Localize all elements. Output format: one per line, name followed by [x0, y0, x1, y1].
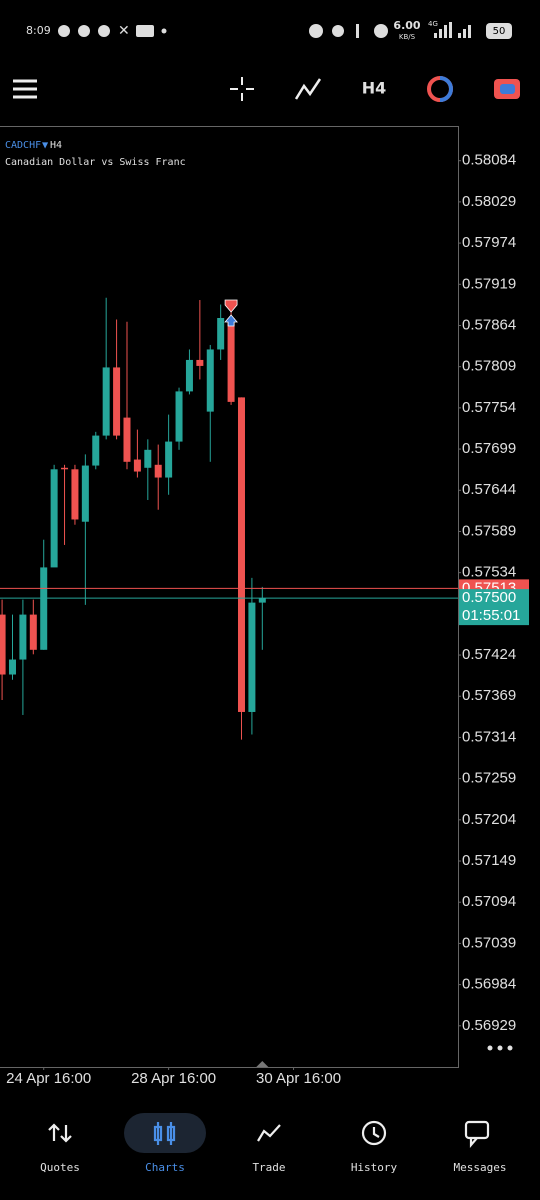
- candle-body: [50, 469, 58, 568]
- nav-active-pill: [124, 1113, 206, 1153]
- y-tick-label: 0.58084: [462, 152, 516, 169]
- candle-body: [92, 435, 100, 466]
- crosshair-button[interactable]: [230, 77, 254, 101]
- candle-body: [258, 598, 266, 603]
- y-tick-label: 0.57369: [462, 687, 516, 704]
- y-tick-label: 0.56984: [462, 976, 516, 993]
- candle-body: [113, 367, 121, 436]
- symbol-dropdown[interactable]: ▼: [42, 141, 49, 150]
- y-tick-label: 0.57039: [462, 934, 516, 951]
- nav-icons: [48, 1120, 490, 1148]
- y-tick-label: 0.57589: [462, 522, 516, 539]
- candle-body: [237, 397, 245, 712]
- nav-item[interactable]: Trade: [252, 1161, 285, 1174]
- y-tick-label: 0.57534: [462, 564, 516, 581]
- status-speed-unit: KB/S: [399, 33, 416, 41]
- bid-label-box: [459, 589, 529, 626]
- y-tick-label: 0.57204: [462, 811, 516, 828]
- y-tick-label: 0.57424: [462, 646, 516, 663]
- chart-title: Canadian Dollar vs Swiss Franc: [5, 157, 186, 168]
- chart-timeframe: H4: [50, 140, 62, 151]
- candle-body: [61, 467, 69, 470]
- objects-button[interactable]: [427, 76, 453, 102]
- battery: [486, 23, 512, 39]
- more-button[interactable]: [487, 1045, 513, 1051]
- y-tick-label: 0.57644: [462, 481, 516, 498]
- nav-item[interactable]: History: [351, 1161, 398, 1174]
- bid-label: 0.57500: [462, 589, 516, 606]
- y-tick-label: 0.58029: [462, 193, 516, 210]
- status-icons: ✕: [58, 22, 471, 39]
- candle-body: [217, 317, 225, 350]
- countdown: 01:55:01: [462, 607, 520, 624]
- indicators-button[interactable]: [294, 78, 322, 100]
- x-tick-label: 30 Apr 16:00: [256, 1070, 341, 1087]
- sell-marker: [224, 299, 238, 313]
- candle-body: [206, 349, 214, 412]
- y-tick-label: 0.57919: [462, 275, 516, 292]
- candle-body: [144, 449, 152, 468]
- menu-button[interactable]: [13, 79, 37, 99]
- x-tick-label: 28 Apr 16:00: [131, 1070, 216, 1087]
- candle-body: [81, 465, 89, 522]
- buy-marker: [224, 314, 238, 327]
- y-tick-label: 0.57864: [462, 316, 516, 333]
- candle-body: [165, 441, 173, 478]
- nav-item[interactable]: Quotes: [40, 1161, 80, 1174]
- status-network: 4G: [428, 20, 438, 28]
- y-tick-label: 0.57149: [462, 852, 516, 869]
- y-tick-label: 0.57094: [462, 893, 516, 910]
- y-tick-label: 0.57259: [462, 770, 516, 787]
- battery-level: 50: [493, 26, 506, 37]
- timeframe-button[interactable]: H4: [362, 79, 387, 98]
- candle-body: [227, 317, 235, 402]
- current-bar-marker: [256, 1061, 269, 1067]
- nav-item[interactable]: Messages: [454, 1161, 507, 1174]
- y-tick-label: 0.57314: [462, 728, 516, 745]
- candle-body: [154, 464, 162, 478]
- status-speed: 6.00: [393, 19, 420, 32]
- y-tick-label: 0.56929: [462, 1017, 516, 1034]
- candle-body: [29, 614, 37, 650]
- symbol[interactable]: CADCHF: [5, 140, 41, 151]
- candle-body: [185, 359, 193, 392]
- svg-text:✕: ✕: [118, 23, 130, 39]
- candle-body: [102, 367, 110, 436]
- candle-body: [71, 469, 79, 520]
- candle-body: [0, 614, 6, 675]
- nav-item[interactable]: Charts: [145, 1161, 185, 1174]
- candle-body: [175, 391, 183, 442]
- x-tick-label: 24 Apr 16:00: [6, 1070, 91, 1087]
- y-tick-label: 0.57974: [462, 234, 516, 251]
- y-tick-label: 0.57754: [462, 399, 516, 416]
- candle-body: [123, 417, 131, 462]
- y-tick-label: 0.57809: [462, 358, 516, 375]
- nav-chart-icon: [153, 1122, 176, 1145]
- chart: [0, 126, 459, 1068]
- candle-body: [196, 359, 204, 366]
- candle-body: [40, 567, 48, 650]
- candle-body: [248, 602, 256, 712]
- candle-body: [133, 459, 141, 472]
- candle-body: [8, 659, 16, 675]
- status-time: 8:09: [26, 24, 51, 37]
- candle-body: [19, 614, 27, 660]
- trade-button[interactable]: [494, 79, 520, 99]
- y-tick-label: 0.57699: [462, 440, 516, 457]
